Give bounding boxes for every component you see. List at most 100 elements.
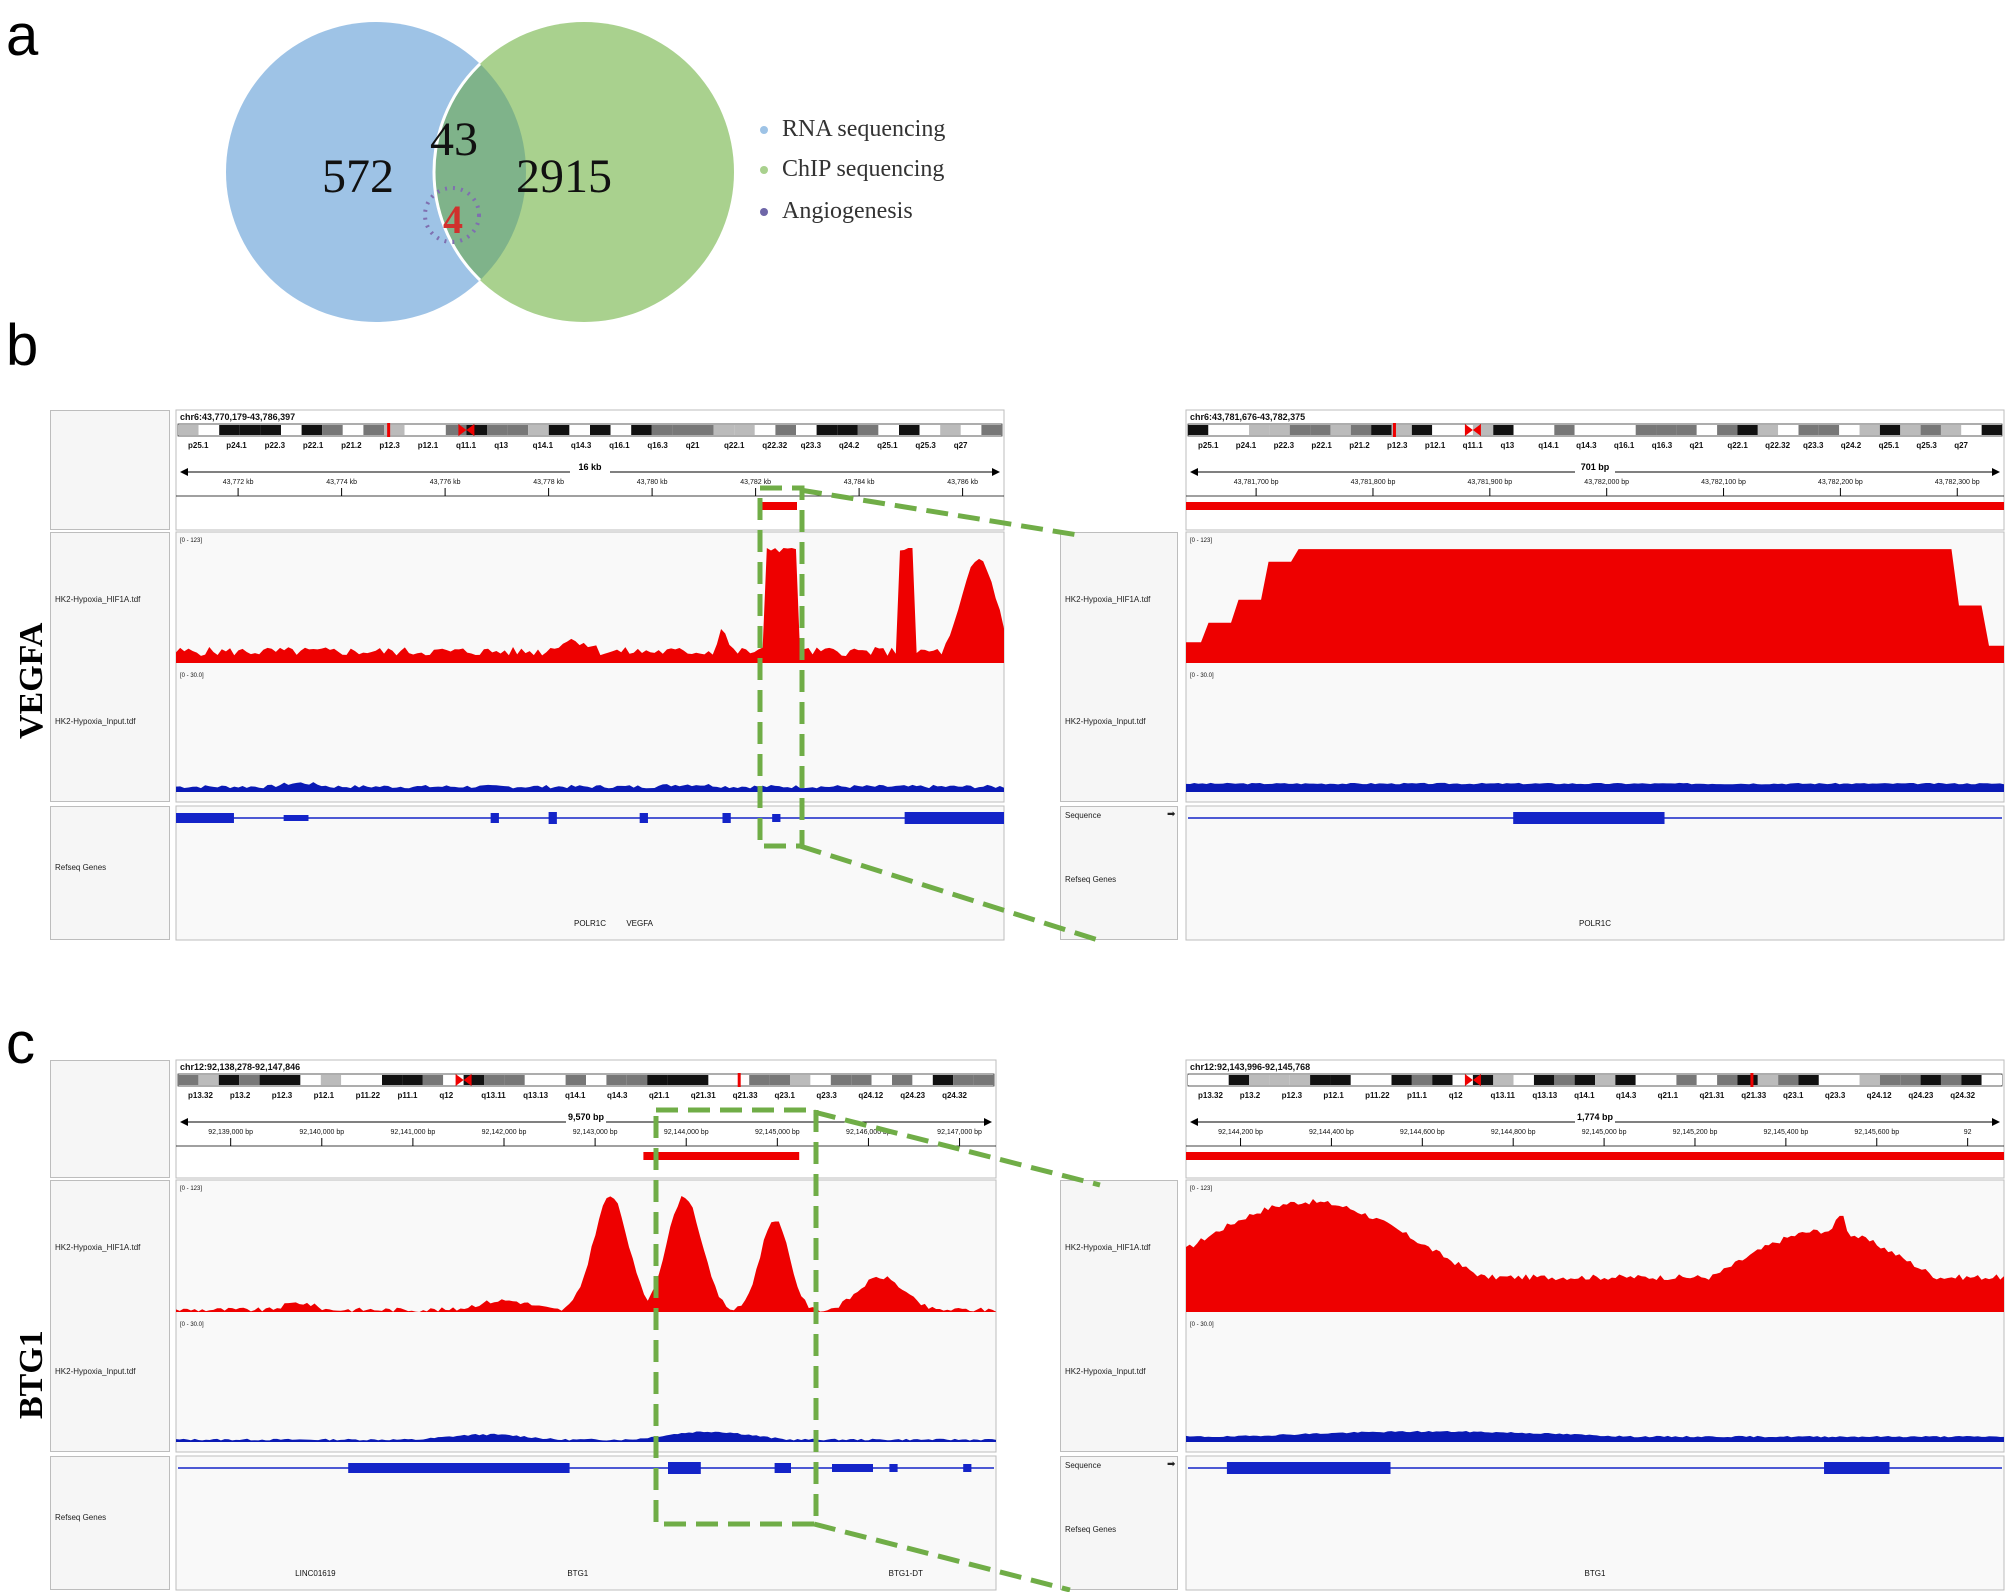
gene-exon	[1226, 1462, 1391, 1474]
ideogram-band	[667, 1075, 688, 1085]
ideogram-band	[1533, 425, 1555, 435]
ideogram-band	[708, 1075, 729, 1085]
gene-exon	[963, 1464, 972, 1472]
ruler-tick-label: 92	[1964, 1129, 1972, 1136]
band-label: p12.1	[1323, 1091, 1344, 1100]
ideogram-band	[1879, 425, 1901, 435]
hif1a-signal	[176, 1196, 996, 1312]
ideogram-band	[178, 425, 199, 435]
ideogram-band	[1310, 425, 1331, 435]
venn-right-count: 2915	[516, 150, 612, 203]
band-label: p22.1	[1311, 441, 1332, 450]
ideogram-band	[1249, 1075, 1270, 1085]
band-label: q21.1	[649, 1091, 670, 1100]
ideogram-band	[749, 1075, 770, 1085]
ideogram-band	[626, 1075, 648, 1085]
ideogram-band	[1371, 1075, 1392, 1085]
band-label: p24.1	[1236, 441, 1257, 450]
band-label: q23.1	[1783, 1091, 1804, 1100]
band-label: q21.31	[691, 1091, 716, 1100]
ruler-tick-label: 92,142,000 bp	[482, 1129, 527, 1136]
zoom-box-btg1	[653, 1107, 819, 1527]
ideogram-band	[1371, 425, 1392, 435]
band-label: q14.3	[1616, 1091, 1637, 1100]
arrow-right-icon: ➡	[1167, 1459, 1176, 1470]
ideogram-band	[1554, 1075, 1575, 1085]
legend-item-angio: Angiogenesis	[760, 198, 913, 225]
panel-label-b: b	[6, 313, 39, 378]
ideogram-band	[463, 1075, 484, 1085]
track-name-hif1a: HK2-Hypoxia_HIF1A.tdf	[1065, 595, 1151, 604]
span-arrow-left	[1190, 1118, 1198, 1126]
band-label: p12.1	[1425, 441, 1446, 450]
band-label: p21.2	[1349, 441, 1370, 450]
arrow-right-icon: ➡	[1167, 809, 1176, 820]
ideogram-band	[1269, 1075, 1290, 1085]
gene-exon	[283, 815, 309, 821]
band-label: p12.1	[314, 1091, 335, 1100]
span-arrow-right	[1992, 468, 2000, 476]
zoom-connector-top	[799, 487, 1079, 538]
ideogram-band	[301, 425, 323, 435]
locus-readout: chr12:92,143,996-92,145,768	[1190, 1062, 1310, 1072]
track-range-label: [0 - 123]	[1190, 1186, 1212, 1192]
ruler-tick-label: 43,781,700 bp	[1234, 479, 1279, 486]
ideogram-band	[1900, 425, 1921, 435]
input-signal	[176, 782, 1004, 792]
ideogram-band	[1452, 1075, 1473, 1085]
ideogram-band	[953, 1075, 974, 1085]
ideogram-band	[586, 1075, 607, 1085]
ideogram-band	[688, 1075, 709, 1085]
gene-exon	[548, 812, 557, 824]
ideogram-band	[871, 1075, 892, 1085]
ideogram-band	[892, 1075, 913, 1085]
band-label: q24.12	[1867, 1091, 1892, 1100]
ideogram-band	[565, 1075, 586, 1085]
ideogram-band	[484, 1075, 505, 1085]
track-name-hif1a: HK2-Hypoxia_HIF1A.tdf	[55, 1243, 141, 1252]
ideogram-band	[734, 425, 755, 435]
region-marker	[1392, 423, 1396, 437]
region-of-interest-bar	[1186, 502, 2004, 510]
band-label: p11.1	[397, 1091, 418, 1100]
band-label: p24.1	[226, 441, 247, 450]
band-label: p13.32	[1198, 1091, 1223, 1100]
ideogram-band	[1981, 425, 2002, 435]
ideogram-band	[878, 425, 899, 435]
gene-name-label: POLR1C	[1579, 919, 1611, 928]
ideogram-band	[1391, 425, 1412, 435]
ideogram-band	[1676, 1075, 1697, 1085]
track-name-refseq: Refseq Genes	[1065, 875, 1117, 884]
zoom-connector-bottom	[813, 1521, 1071, 1592]
band-label: q24.23	[900, 1091, 925, 1100]
ideogram-band	[919, 425, 941, 435]
band-label: p13.2	[1240, 1091, 1261, 1100]
ideogram-band	[1757, 1075, 1779, 1085]
data-name-panel-right: HK2-Hypoxia_HIF1A.tdf HK2-Hypoxia_Input.…	[1060, 1180, 1178, 1452]
ruler-tick-label: 92,144,000 bp	[664, 1129, 709, 1136]
ideogram-band	[1595, 1075, 1616, 1085]
track-range-label: [0 - 123]	[180, 1186, 202, 1192]
feature-name-panel: Refseq Genes	[50, 806, 170, 940]
region-marker	[387, 423, 391, 437]
band-label: q24.12	[858, 1091, 883, 1100]
ideogram-band	[1859, 425, 1880, 435]
panel-label-c: c	[6, 1011, 35, 1076]
band-label: q22.1	[724, 441, 745, 450]
ideogram-band	[300, 1075, 321, 1085]
gene-name-label: VEGFA	[626, 919, 653, 928]
data-name-panel: HK2-Hypoxia_HIF1A.tdf HK2-Hypoxia_Input.…	[50, 1180, 170, 1452]
band-label: q21.1	[1658, 1091, 1679, 1100]
gene-exon	[904, 812, 1004, 824]
ideogram-band	[404, 425, 426, 435]
region-of-interest-bar	[759, 502, 797, 510]
band-label: p11.22	[356, 1091, 381, 1100]
span-label: 1,774 bp	[1577, 1112, 1614, 1122]
ideogram-band	[1696, 425, 1718, 435]
ideogram-band	[1981, 1075, 2002, 1085]
band-label: q22.32	[1765, 441, 1790, 450]
centromere-mark	[1472, 1074, 1481, 1086]
band-label: q25.3	[1916, 441, 1937, 450]
band-label: q13	[1500, 441, 1514, 450]
band-label: q14.3	[1576, 441, 1597, 450]
